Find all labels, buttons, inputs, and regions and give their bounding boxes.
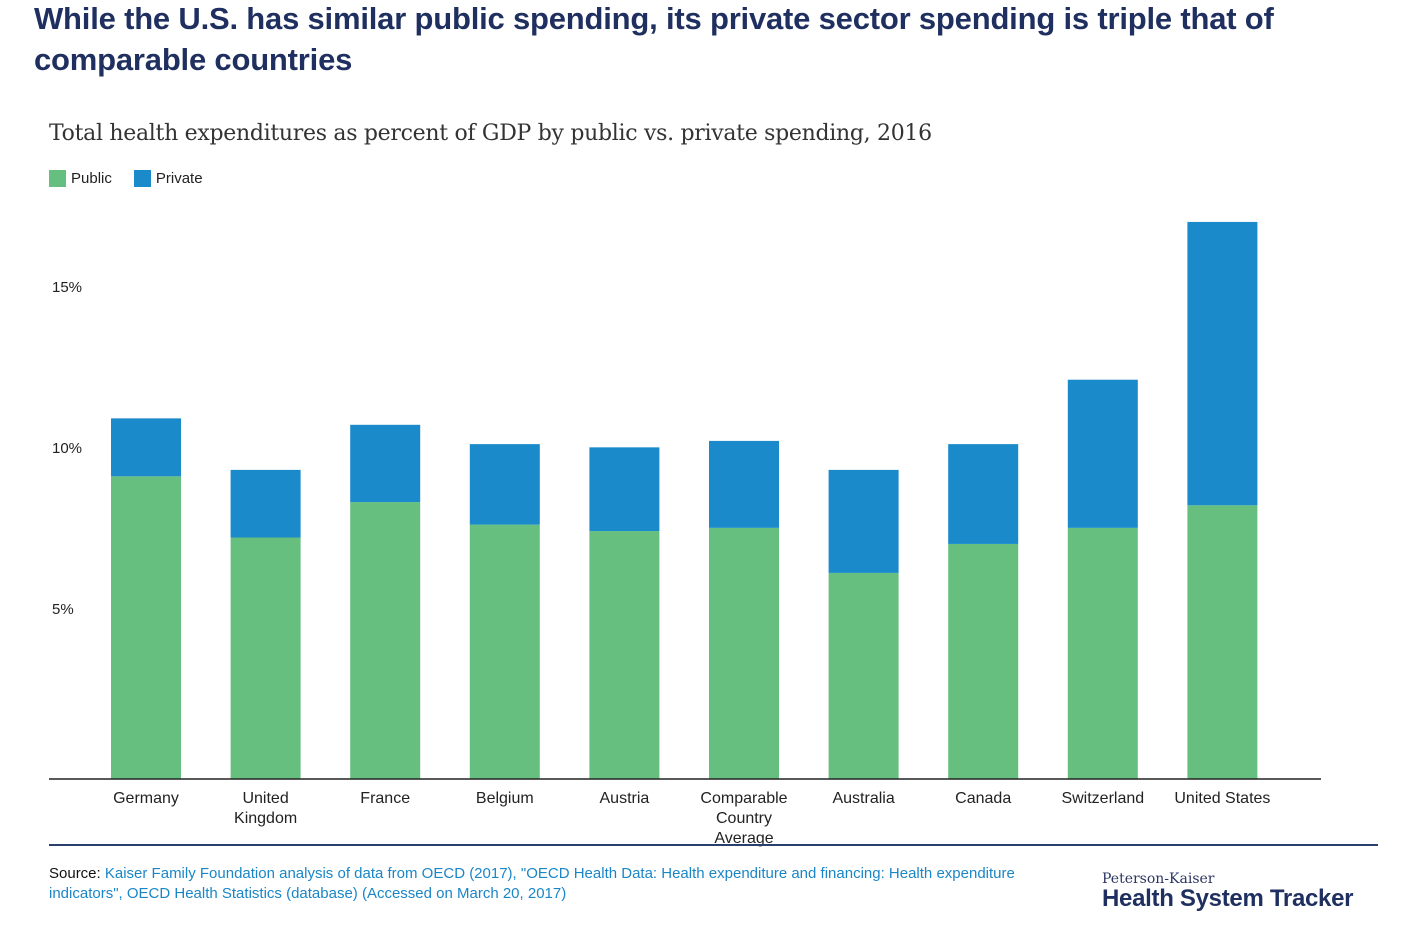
legend-label-private: Private (155, 170, 203, 187)
y-tick-label: 5% (52, 601, 74, 618)
source-label: Source: (49, 865, 101, 882)
bar-chart: 5% 10% 15% Germany United Kingdom France Belgiu… (49, 221, 1321, 847)
bar-private (948, 444, 1019, 544)
bar-private (230, 469, 301, 538)
x-tick-label: United States (1174, 790, 1270, 807)
x-tick-label: Canada (955, 790, 1011, 807)
source-note: Source: Kaiser Family Foundation analysi… (49, 864, 1039, 904)
bar-private (828, 469, 899, 573)
x-tick-label: France (360, 790, 410, 807)
bar-private (350, 424, 421, 503)
footer-divider (49, 844, 1378, 846)
bar-public (1067, 527, 1138, 779)
bar-public (230, 537, 301, 779)
legend-item-private[interactable]: Private (133, 170, 203, 187)
legend: Public Private (49, 170, 225, 187)
chart-title: Total health expenditures as percent of … (49, 121, 932, 146)
bar-public (350, 502, 421, 779)
bar-private (589, 447, 660, 532)
bar-public (828, 572, 899, 779)
x-tick-label: Austria (600, 790, 650, 807)
x-tick-label: Germany (113, 790, 179, 807)
x-tick-label: United Kingdom (234, 790, 297, 827)
bar-public (709, 527, 779, 779)
brand-main: Health System Tracker (1102, 885, 1354, 912)
legend-label-public: Public (71, 170, 112, 187)
bar-public (1187, 505, 1258, 779)
source-link[interactable]: Kaiser Family Foundation analysis of dat… (49, 865, 1015, 902)
bar-private (469, 444, 540, 525)
bar-private (1067, 379, 1138, 528)
bar-public (589, 531, 660, 779)
x-tick-label: Australia (832, 790, 894, 807)
bar-private (1187, 221, 1258, 506)
brand-logo[interactable]: Peterson-Kaiser Health System Tracker (1102, 871, 1353, 913)
legend-swatch-private (133, 170, 151, 187)
bar-public (469, 524, 540, 779)
bar-public (111, 476, 181, 779)
legend-item-public[interactable]: Public (49, 170, 112, 187)
headline: While the U.S. has similar public spendi… (34, 1, 1274, 77)
brand-top: Peterson-Kaiser (1102, 871, 1215, 887)
bar-private (111, 418, 181, 477)
x-tick-label: Comparable Country Average (700, 790, 787, 847)
y-tick-label: 10% (52, 440, 82, 457)
bar-private (709, 440, 779, 528)
y-tick-label: 15% (52, 279, 82, 296)
legend-swatch-public (49, 170, 66, 187)
x-tick-label: Belgium (476, 790, 534, 807)
bar-public (948, 543, 1019, 779)
x-tick-label: Switzerland (1061, 790, 1144, 807)
